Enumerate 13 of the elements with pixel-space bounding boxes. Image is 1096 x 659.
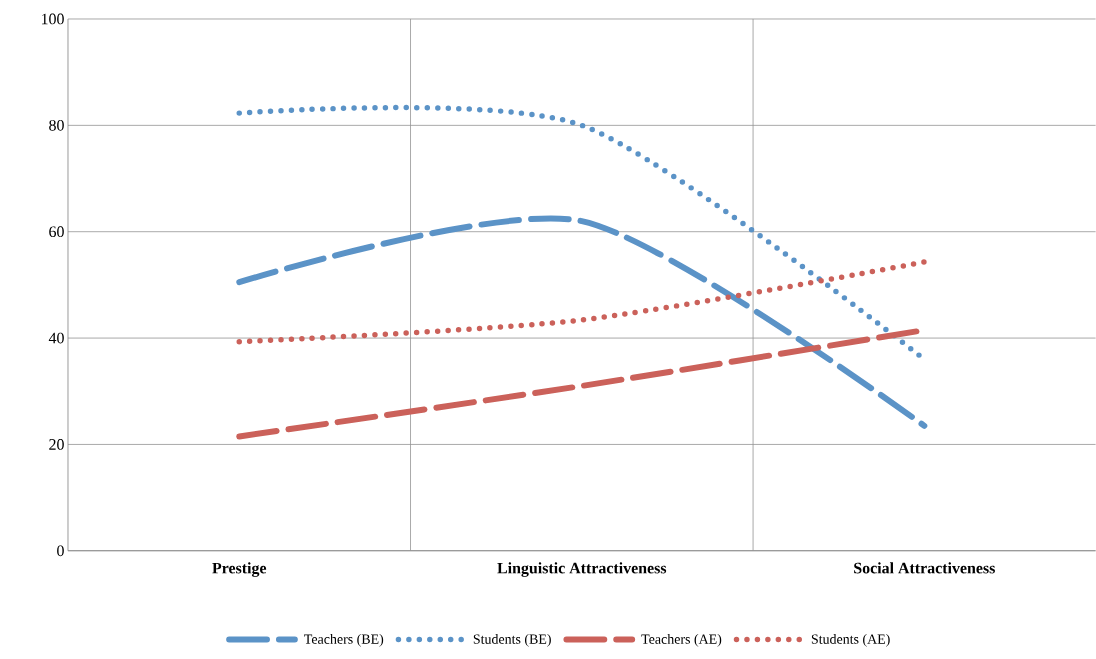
y-tick-label: 100 — [41, 13, 64, 25]
legend-label: Students (AE) — [811, 634, 890, 647]
x-tick-label: Social Attractiveness — [854, 562, 995, 574]
y-tick-label: 60 — [49, 226, 64, 238]
x-tick-label: Prestige — [212, 562, 267, 577]
y-tick-label: 0 — [57, 545, 64, 557]
y-tick-label: 80 — [49, 120, 64, 131]
legend-label: Teachers (AE) — [641, 634, 722, 647]
y-tick-label: 20 — [49, 439, 64, 450]
x-tick-label: Linguistic Attractiveness — [497, 562, 667, 577]
legend-label: Students (BE) — [473, 634, 551, 647]
y-tick-label: 40 — [48, 332, 64, 344]
legend-label: Teachers (BE) — [304, 634, 384, 647]
